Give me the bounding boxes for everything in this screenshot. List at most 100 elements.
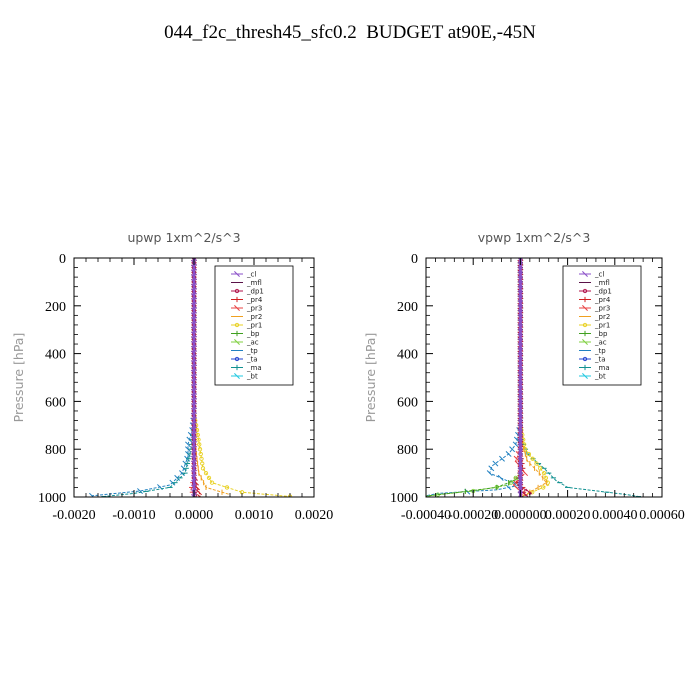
legend-marker	[582, 322, 588, 328]
series-point-_cl	[518, 380, 523, 385]
series-point-_pr1	[198, 451, 203, 457]
series-point-_cl	[191, 264, 197, 271]
legend-label: _cl	[594, 271, 604, 279]
series-point-_cl	[191, 417, 197, 424]
y-tick-label: 200	[45, 300, 66, 315]
series-point-_cl	[191, 455, 197, 462]
series-line-_pr2	[519, 258, 548, 497]
series-point-_pr1	[224, 485, 230, 490]
series-point-_tp	[185, 446, 191, 453]
series-point-_cl	[518, 466, 523, 471]
series-point-_tp	[137, 488, 143, 494]
legend-item-_cl: _cl	[579, 271, 604, 279]
series-point-_cl	[518, 351, 523, 356]
series-point-_cl	[518, 437, 523, 442]
series-point-_cl	[191, 412, 197, 419]
series-line-_ma	[103, 258, 195, 497]
series-point-_pr1	[200, 466, 206, 471]
legend-item-_pr4: _pr4	[231, 296, 263, 304]
y-axis-label: Pressure [hPa]	[363, 333, 378, 423]
series-point-_cl	[191, 441, 197, 448]
legend-label: _dp1	[594, 288, 612, 296]
legend-item-_pr1: _pr1	[231, 322, 262, 330]
legend-box	[562, 265, 642, 386]
x-tick-label: -0.0020	[52, 508, 95, 523]
y-tick-label: 0	[411, 252, 418, 267]
legend-item-_pr3: _pr3	[579, 305, 610, 313]
legend-item-_ac: _ac	[579, 339, 607, 347]
series-point-_cl	[193, 258, 197, 261]
series-point-_cl	[518, 361, 523, 366]
series-point-_cl	[191, 431, 197, 438]
series-point-_pr1	[538, 466, 543, 471]
legend-item-_mfl: _mfl	[231, 279, 262, 287]
legend-marker	[582, 339, 588, 345]
series-point-_cl	[518, 313, 523, 318]
series-point-_cl	[191, 446, 197, 453]
series-point-_cl	[191, 403, 197, 410]
legend-label: _ta	[246, 356, 258, 364]
series-point-_cl	[518, 332, 523, 337]
series-point-_cl	[518, 404, 523, 409]
series-point-_cl	[518, 341, 523, 347]
series-point-_pr1	[541, 485, 546, 490]
series-line-_ac	[426, 258, 521, 497]
legend-label: _tp	[246, 347, 258, 355]
y-tick-label: 1000	[390, 491, 418, 506]
legend-box	[214, 265, 294, 386]
series-point-_cl	[191, 293, 197, 300]
legend-label: _ma	[246, 364, 262, 372]
series-point-_pr1	[530, 456, 535, 461]
legend-item-_pr3: _pr3	[231, 305, 262, 313]
series-point-_cl	[518, 384, 523, 390]
series-point-_cl	[191, 278, 197, 285]
series-point-_cl	[191, 336, 197, 343]
series-point-_pr1	[200, 461, 205, 466]
series-point-_cl	[191, 479, 197, 486]
series-point-_cl	[191, 331, 197, 338]
legend-marker	[234, 288, 240, 294]
series-point-_cl	[518, 375, 523, 380]
series-point-_tp	[89, 492, 94, 497]
series-point-_cl	[191, 321, 197, 328]
series-point-_cl	[191, 283, 197, 290]
y-tick-label: 600	[45, 395, 66, 410]
series-point-_cl	[191, 288, 197, 295]
series-point-_pr1	[197, 447, 203, 452]
legend-label: _mfl	[246, 279, 262, 287]
y-tick-label: 800	[45, 443, 66, 458]
y-tick-label: 0	[59, 252, 66, 267]
legend-label: _mfl	[594, 279, 610, 287]
series-point-_cl	[191, 474, 197, 481]
y-axis-label: Pressure [hPa]	[11, 333, 26, 423]
series-point-_cl	[191, 369, 197, 376]
series-point-_cl	[191, 350, 197, 357]
series-point-_tp	[513, 436, 520, 443]
series-point-_cl	[518, 289, 523, 294]
series-point-_cl	[518, 294, 523, 299]
series-point-_tp	[512, 441, 519, 448]
series-point-_cl	[191, 374, 197, 381]
series-point-_cl	[518, 399, 523, 404]
series-point-_pr1	[199, 456, 204, 461]
series-point-_cl	[191, 364, 197, 371]
series-point-_tp	[486, 470, 493, 477]
series-point-_cl	[518, 308, 523, 313]
series-point-_cl	[518, 346, 523, 351]
x-tick-label: 0.0020	[295, 508, 334, 523]
series-point-_pr3	[522, 470, 529, 477]
series-point-_pr1	[541, 470, 547, 476]
series-point-_dp1	[519, 258, 524, 261]
series-point-_cl	[191, 436, 197, 443]
legend-label: _bp	[594, 330, 608, 338]
series-point-_tp	[499, 455, 505, 462]
legend-item-_bp: _bp	[579, 330, 608, 338]
chart-panel-2: vpwp 1xm^2/s^3 Pressure [hPa] -0.00040-0.0…	[363, 230, 685, 523]
legend-item-_ta: _ta	[231, 356, 258, 364]
series-point-_cl	[518, 327, 523, 332]
series-point-_cl	[518, 394, 523, 399]
legend-marker	[582, 288, 588, 294]
series-point-_pr1	[196, 437, 201, 442]
legend: _cl_mfl_dp1_pr4_pr3_pr2_pr1_bp_ac_tp_ta_…	[214, 265, 294, 386]
legend-marker	[582, 271, 588, 277]
